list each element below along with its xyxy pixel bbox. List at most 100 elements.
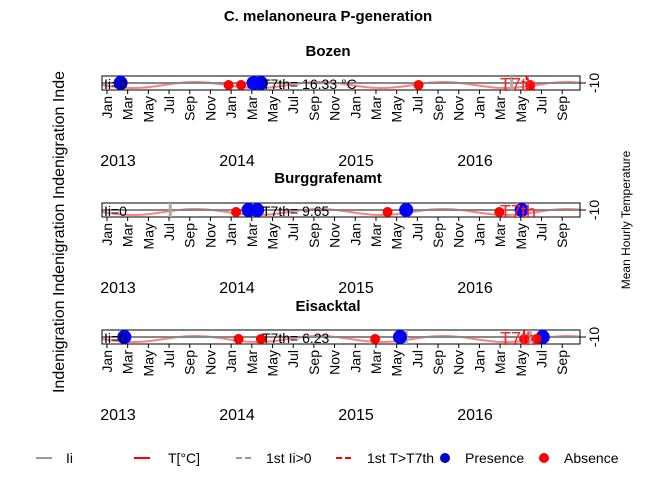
month-tick-label: May [265,96,281,122]
month-tick-label: Jul [285,96,301,114]
month-tick-label: Jul [409,350,425,368]
year-label: 2014 [219,280,255,297]
year-label: 2016 [457,153,493,170]
month-tick-label: May [513,223,529,249]
month-tick-label: Jan [471,96,487,119]
right-tick-label: -10 [586,200,602,220]
absence-point [413,80,424,90]
absence-point [531,334,542,344]
month-tick-label: Jan [223,350,239,373]
threshold-label: T7th [500,75,536,95]
month-tick-label: May [513,350,529,376]
legend-label: T[°C] [168,450,200,466]
month-tick-label: May [265,350,281,376]
month-tick-label: Jan [223,223,239,246]
month-tick-label: Jul [161,96,177,114]
month-tick-label: May [513,96,529,122]
month-tick-label: Jan [347,223,363,246]
presence-point [113,76,128,90]
month-tick-label: Mar [120,223,136,247]
month-tick-label: Mar [244,350,260,374]
month-tick-label: Jan [223,96,239,119]
legend-item: Ii [36,450,73,466]
threshold-annotation: T7th= 16.33 °C [262,76,357,92]
presence-point [117,330,132,344]
month-tick-label: Nov [202,223,218,248]
absence-point [236,80,247,90]
month-tick-label: Jul [409,223,425,241]
legend-item: T[°C] [134,450,200,466]
month-tick-label: Sep [306,350,322,375]
month-tick-label: Nov [327,223,343,248]
presence-point [250,203,265,217]
ii-zero-label: Ii=0 [104,203,127,219]
right-tick-label: -10 [586,73,602,93]
month-tick-label: Mar [368,96,384,120]
month-tick-label: Sep [306,223,322,248]
month-tick-label: Nov [202,96,218,121]
month-tick-label: Jul [534,350,550,368]
month-tick-label: May [389,223,405,249]
presence-point [399,203,414,217]
absence-point [370,334,381,344]
month-tick-label: Sep [182,223,198,248]
month-tick-label: Nov [451,350,467,375]
presence-point [253,76,268,90]
month-tick-label: Jul [285,350,301,368]
month-tick-label: Jan [471,223,487,246]
month-tick-label: Nov [327,350,343,375]
absence-point [233,334,244,344]
month-tick-label: Mar [492,350,508,374]
month-tick-label: Jul [534,223,550,241]
year-label: 2015 [338,280,374,297]
month-tick-label: Jul [534,96,550,114]
month-tick-label: May [140,223,156,249]
month-tick-label: Sep [430,96,446,121]
year-label: 2013 [100,153,136,170]
year-label: 2015 [338,407,374,424]
month-tick-label: Jan [347,350,363,373]
month-tick-label: Sep [182,350,198,375]
month-tick-label: Sep [430,350,446,375]
legend-point [440,453,450,463]
year-label: 2014 [219,153,255,170]
month-tick-label: May [389,350,405,376]
presence-point [392,330,407,344]
month-tick-label: Jan [471,350,487,373]
panel-burggrafenamt: Burggrafenamt Ii=0 T7th= 9.65 T7th -10 Jan Mar… [99,170,602,297]
month-tick-label: Jul [161,223,177,241]
panel-title: Burggrafenamt [274,170,382,187]
absence-point [255,334,266,344]
threshold-annotation: T7th= 9.65 [262,203,330,219]
legend-item: 1st T>T7th [336,450,434,466]
year-label: 2013 [100,280,136,297]
month-tick-label: Sep [554,350,570,375]
presence-point [514,203,529,217]
legend-label: 1st T>T7th [367,450,434,466]
year-label: 2016 [457,280,493,297]
month-tick-label: May [265,223,281,249]
year-label: 2016 [457,407,493,424]
threshold-label: T7th [500,202,536,222]
legend-point [539,453,549,463]
month-tick-label: Nov [327,96,343,121]
legend: Ii T[°C] 1st Ii>0 1st T>T7th Presence Absence [36,450,619,466]
year-label: 2015 [338,153,374,170]
month-tick-label: Mar [120,96,136,120]
absence-point [519,334,530,344]
legend-label: Presence [465,450,524,466]
legend-item: Absence [539,450,619,466]
year-label: 2013 [100,407,136,424]
legend-label: Ii [66,450,73,466]
month-tick-label: Sep [554,96,570,121]
month-tick-label: Sep [430,223,446,248]
legend-item: Presence [440,450,524,466]
month-tick-label: Mar [244,223,260,247]
absence-point [223,80,234,90]
year-label: 2014 [219,407,255,424]
month-tick-label: Sep [554,223,570,248]
